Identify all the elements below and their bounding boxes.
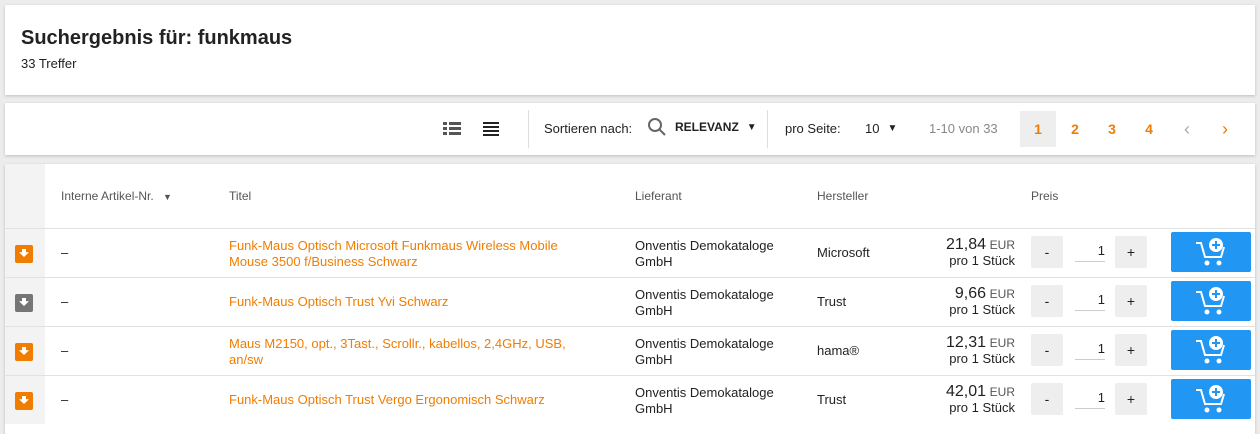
table-row: – Funk-Maus Optisch Trust Vergo Ergonomi…: [5, 375, 1255, 424]
price: 42,01 EUR pro 1 Stück: [946, 384, 1015, 416]
currency: EUR: [989, 287, 1015, 301]
price-value: 12,31: [945, 334, 987, 351]
supplier: Onventis Demokataloge GmbH: [635, 385, 774, 416]
sort-desc-icon: ▼: [163, 192, 172, 202]
download-icon[interactable]: [15, 343, 33, 361]
add-to-cart-button[interactable]: [1171, 330, 1251, 370]
decrease-qty-button[interactable]: -: [1031, 383, 1063, 415]
sort-dropdown[interactable]: RELEVANZ ▼: [647, 117, 757, 137]
increase-qty-button[interactable]: +: [1115, 285, 1147, 317]
table-row: – Funk-Maus Optisch Trust Yvi Schwarz On…: [5, 277, 1255, 326]
product-title-link[interactable]: Funk-Maus Optisch Microsoft Funkmaus Wir…: [229, 238, 558, 269]
add-to-cart-button[interactable]: [1171, 281, 1251, 321]
row-left-column: [5, 229, 45, 277]
divider: [767, 110, 768, 148]
per-page-dropdown[interactable]: 10 ▼: [865, 121, 897, 136]
row-left-column: [5, 278, 45, 326]
price-unit: pro 1 Stück: [949, 351, 1015, 366]
currency: EUR: [989, 336, 1015, 350]
table-row: – Funk-Maus Optisch Microsoft Funkmaus W…: [5, 228, 1255, 277]
page-1[interactable]: 1: [1020, 111, 1056, 147]
page-3[interactable]: 3: [1108, 121, 1116, 137]
sort-label: Sortieren nach:: [544, 121, 633, 136]
sort-value: RELEVANZ: [675, 120, 739, 134]
download-icon[interactable]: [15, 245, 33, 263]
add-to-cart-button[interactable]: [1171, 379, 1251, 419]
search-icon: [648, 118, 666, 136]
table-row: – Maus M2150, opt., 3Tast., Scrollr., ka…: [5, 326, 1255, 375]
detail-list-view-icon[interactable]: [443, 122, 461, 136]
article-number: –: [61, 245, 69, 260]
cart-add-icon: [1196, 238, 1225, 266]
article-number: –: [61, 294, 69, 309]
next-page-icon[interactable]: ›: [1222, 119, 1228, 139]
increase-qty-button[interactable]: +: [1115, 383, 1147, 415]
row-left-column: [5, 327, 45, 375]
page-4[interactable]: 4: [1145, 121, 1153, 137]
page-title: Suchergebnis für: funkmaus: [21, 27, 293, 49]
product-title-link[interactable]: Funk-Maus Optisch Trust Vergo Ergonomisc…: [229, 392, 545, 407]
manufacturer: Microsoft: [817, 245, 870, 260]
price-value: 21,84: [945, 236, 987, 253]
quantity-input[interactable]: 1: [1075, 243, 1105, 262]
manufacturer: Trust: [817, 392, 847, 407]
compact-list-view-icon[interactable]: [483, 122, 499, 136]
increase-qty-button[interactable]: +: [1115, 334, 1147, 366]
price-unit: pro 1 Stück: [949, 302, 1015, 317]
supplier: Onventis Demokataloge GmbH: [635, 336, 774, 367]
quantity-input[interactable]: 1: [1075, 292, 1105, 311]
price-unit: pro 1 Stück: [949, 400, 1015, 415]
cart-add-icon: [1196, 385, 1225, 413]
product-title-link[interactable]: Maus M2150, opt., 3Tast., Scrollr., kabe…: [229, 336, 566, 367]
price: 12,31 EUR pro 1 Stück: [946, 335, 1015, 367]
decrease-qty-button[interactable]: -: [1031, 334, 1063, 366]
currency: EUR: [989, 238, 1015, 252]
page-2[interactable]: 2: [1071, 121, 1079, 137]
currency: EUR: [989, 385, 1015, 399]
results-table: Interne Artikel-Nr. ▼ Titel Lieferant He…: [5, 164, 1255, 434]
price: 9,66 EUR pro 1 Stück: [949, 286, 1015, 318]
cart-add-icon: [1196, 336, 1225, 364]
product-title-link[interactable]: Funk-Maus Optisch Trust Yvi Schwarz: [229, 294, 449, 309]
increase-qty-button[interactable]: +: [1115, 236, 1147, 268]
manufacturer: hama®: [817, 343, 860, 358]
column-header-price: Preis: [1031, 189, 1059, 203]
column-header-title: Titel: [229, 189, 252, 203]
download-icon[interactable]: [15, 392, 33, 410]
header-left-column: [5, 164, 45, 229]
manufacturer: Trust: [817, 294, 847, 309]
article-header-label: Interne Artikel-Nr.: [61, 189, 154, 203]
per-page-label: pro Seite:: [785, 121, 841, 136]
chevron-down-icon: ▼: [887, 123, 898, 134]
divider: [528, 110, 529, 148]
search-header: Suchergebnis für: funkmaus 33 Treffer: [5, 5, 1255, 95]
download-icon[interactable]: [15, 294, 33, 312]
result-count: 33 Treffer: [21, 56, 77, 71]
column-header-manufacturer: Hersteller: [817, 189, 869, 203]
decrease-qty-button[interactable]: -: [1031, 236, 1063, 268]
add-to-cart-button[interactable]: [1171, 232, 1251, 272]
quantity-input[interactable]: 1: [1075, 390, 1105, 409]
price-unit: pro 1 Stück: [949, 253, 1015, 268]
chevron-down-icon: ▼: [746, 121, 757, 133]
cart-add-icon: [1196, 287, 1225, 315]
article-number: –: [61, 392, 69, 407]
price: 21,84 EUR pro 1 Stück: [946, 237, 1015, 269]
per-page-value: 10: [865, 121, 880, 136]
toolbar: Sortieren nach: RELEVANZ ▼ pro Seite: 10…: [5, 103, 1255, 155]
article-number: –: [61, 343, 69, 358]
quantity-input[interactable]: 1: [1075, 341, 1105, 360]
prev-page-icon[interactable]: ‹: [1184, 119, 1190, 139]
decrease-qty-button[interactable]: -: [1031, 285, 1063, 317]
row-left-column: [5, 376, 45, 424]
price-value: 9,66: [954, 285, 987, 302]
supplier: Onventis Demokataloge GmbH: [635, 238, 774, 269]
column-header-article[interactable]: Interne Artikel-Nr. ▼: [61, 189, 172, 203]
column-header-supplier: Lieferant: [635, 189, 682, 203]
result-range: 1-10 von 33: [929, 121, 998, 136]
supplier: Onventis Demokataloge GmbH: [635, 287, 774, 318]
price-value: 42,01: [945, 383, 987, 400]
